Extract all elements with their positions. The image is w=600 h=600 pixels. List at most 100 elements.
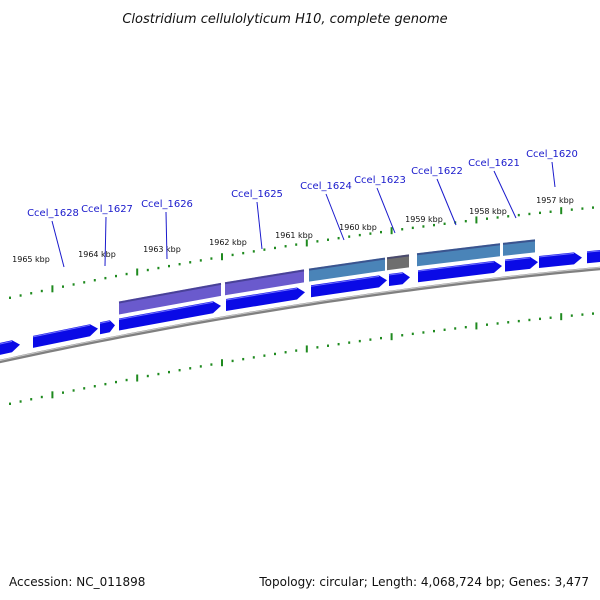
gene-block-ccel-1624[interactable]: [309, 257, 385, 282]
upper-minor-tick: [115, 274, 117, 278]
upper-minor-tick: [464, 219, 467, 223]
gene-label-ccel-1625[interactable]: Ccel_1625: [231, 189, 283, 200]
lower-minor-tick: [358, 339, 361, 343]
gene-block-ccel-1621-edge: [502, 239, 536, 245]
gene-arrow-ccel-1623-shine: [388, 272, 403, 276]
gene-arrow-ccel-1627-shine: [99, 320, 110, 324]
upper-minor-tick: [517, 213, 520, 217]
gene-block-ccel-1625[interactable]: [225, 269, 304, 296]
backbone-highlight: [0, 266, 600, 361]
gene-label-ccel-1624[interactable]: Ccel_1624: [300, 181, 352, 192]
accession-label: Accession: NC_011898: [9, 575, 145, 589]
gene-arrow-ccel-1627[interactable]: [100, 320, 115, 335]
lower-minor-tick: [189, 367, 192, 370]
upper-minor-tick: [263, 248, 266, 251]
lower-minor-tick: [422, 331, 425, 334]
gene-arrow-ccel-1621[interactable]: [505, 256, 538, 272]
lower-minor-tick: [263, 354, 266, 357]
upper-minor-tick: [274, 246, 276, 250]
gene-label-ccel-1623[interactable]: Ccel_1623: [354, 175, 406, 186]
upper-minor-tick: [316, 240, 319, 243]
upper-minor-tick: [40, 289, 43, 293]
gene-arrow-ccel-1621-shine: [504, 257, 531, 262]
gene-blocks: [118, 239, 536, 315]
gene-block-ccel-1622[interactable]: [417, 243, 500, 267]
gene-leader-line: [51, 220, 65, 268]
upper-minor-tick: [252, 250, 255, 253]
lower-minor-tick: [168, 370, 170, 374]
kbp-label: 1958 kbp: [469, 207, 507, 216]
gene-arrow-ccel-1625[interactable]: [226, 287, 305, 312]
gene-block-ccel-1624-edge: [308, 257, 386, 271]
lower-minor-tick: [252, 356, 255, 359]
lower-minor-tick: [125, 378, 128, 382]
upper-minor-tick: [242, 251, 245, 255]
gene-arrow-ccel-1622-shine: [417, 261, 495, 272]
gene-arrow-ccel-1630[interactable]: [0, 340, 20, 356]
lower-minor-tick: [40, 395, 43, 399]
kbp-label: 1959 kbp: [405, 215, 443, 224]
upper-minor-tick: [30, 292, 33, 295]
genome-backbone: [0, 266, 600, 364]
gene-block-ccel-1622-edge: [416, 243, 501, 256]
upper-minor-tick: [62, 285, 64, 288]
upper-minor-tick: [337, 236, 340, 240]
gene-arrow-ccel-1622[interactable]: [418, 260, 502, 283]
upper-minor-tick: [507, 215, 510, 218]
gene-block-ccel-1625-edge: [224, 269, 305, 285]
gene-arrow-ccel-1623[interactable]: [389, 272, 410, 286]
gene-arrow-ccel-1626[interactable]: [119, 301, 221, 331]
scale-ticks: [9, 206, 594, 405]
kbp-label: 1965 kbp: [12, 255, 50, 264]
upper-minor-tick: [486, 217, 488, 220]
upper-minor-tick: [199, 259, 202, 262]
gene-arrow-ccel-1628-shine: [32, 324, 91, 338]
upper-minor-tick: [125, 272, 128, 276]
lower-minor-tick: [539, 317, 541, 321]
lower-minor-tick: [486, 323, 488, 326]
gene-label-ccel-1626[interactable]: Ccel_1626: [141, 199, 193, 210]
lower-minor-tick: [295, 349, 298, 352]
lower-minor-tick: [592, 312, 594, 315]
upper-minor-tick: [581, 207, 584, 210]
upper-minor-tick: [19, 294, 22, 297]
lower-minor-tick: [178, 368, 181, 372]
upper-minor-tick: [284, 245, 287, 248]
lower-minor-tick: [104, 382, 107, 386]
upper-minor-tick: [539, 211, 541, 215]
upper-minor-tick: [146, 268, 149, 272]
upper-minor-tick: [401, 228, 404, 231]
gene-leader-line: [493, 170, 517, 219]
gene-label-ccel-1620[interactable]: Ccel_1620: [526, 149, 578, 160]
gene-label-ccel-1627[interactable]: Ccel_1627: [81, 204, 133, 215]
lower-minor-tick: [581, 313, 584, 316]
lower-minor-tick: [507, 321, 510, 324]
gene-arrow-ccel-1628[interactable]: [33, 324, 98, 348]
gene-arrow-ccel-1626-shine: [118, 301, 214, 320]
kbp-label: 1964 kbp: [78, 250, 116, 259]
lower-minor-tick: [210, 363, 213, 366]
gene-arrow-ccel-1619[interactable]: [587, 249, 600, 264]
lower-minor-tick: [72, 389, 75, 392]
upper-minor-tick: [178, 262, 181, 266]
gene-arrow-ccel-1624[interactable]: [311, 275, 387, 298]
genome-summary: Topology: circular; Length: 4,068,724 bp…: [258, 575, 589, 589]
upper-minor-tick: [549, 210, 552, 213]
upper-minor-tick: [358, 233, 361, 237]
lower-minor-tick: [327, 344, 329, 347]
lower-minor-tick: [9, 402, 11, 405]
gene-leader-line: [325, 193, 345, 241]
lower-minor-tick: [242, 357, 245, 361]
upper-minor-tick: [528, 212, 531, 216]
lower-minor-tick: [464, 325, 467, 329]
upper-minor-tick: [93, 279, 96, 282]
gene-arrow-ccel-1620-shine: [538, 252, 575, 258]
kbp-label: 1957 kbp: [536, 196, 574, 205]
gene-label-ccel-1621[interactable]: Ccel_1621: [468, 158, 520, 169]
backbone-line: [0, 266, 600, 364]
gene-block-ccel-1626[interactable]: [119, 282, 221, 315]
gene-label-ccel-1622[interactable]: Ccel_1622: [411, 166, 463, 177]
upper-minor-tick: [592, 206, 594, 209]
gene-label-ccel-1628[interactable]: Ccel_1628: [27, 208, 79, 219]
kbp-label: 1961 kbp: [275, 231, 313, 240]
